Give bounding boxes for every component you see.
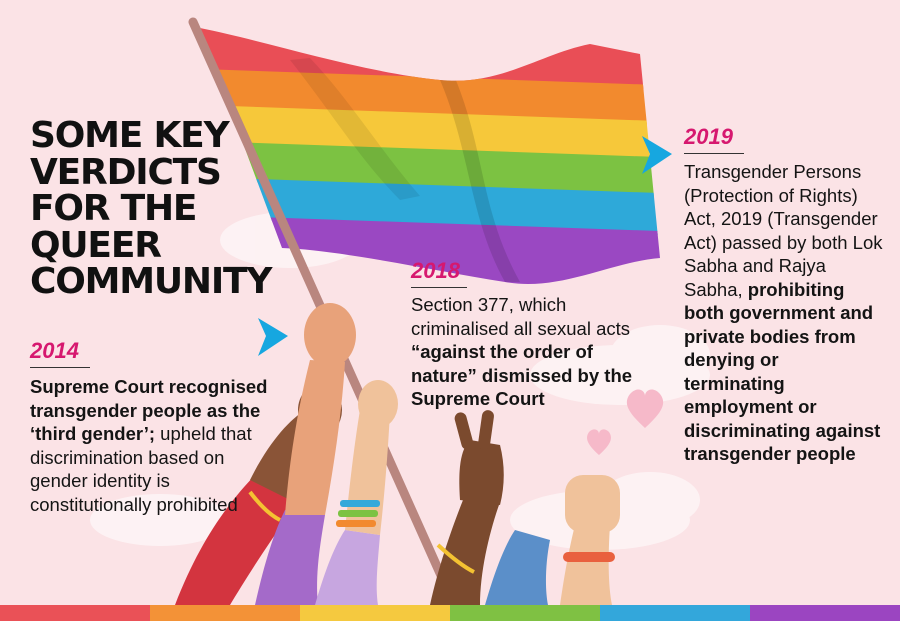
raised-hands bbox=[175, 303, 620, 605]
heart-icon bbox=[587, 429, 611, 455]
chevron-right-icon bbox=[642, 136, 672, 174]
verdict-2014-bold: Supreme Court recognised transgender peo… bbox=[30, 376, 268, 444]
heart-icon bbox=[626, 389, 664, 428]
title-line: SOME KEY bbox=[30, 115, 230, 156]
verdict-2018-bold: “against the order of nature” dismissed … bbox=[411, 341, 633, 409]
verdict-2014-text: Supreme Court recognised transgender peo… bbox=[30, 375, 280, 516]
stripe-segment bbox=[0, 605, 150, 621]
title-line: COMMUNITY bbox=[30, 261, 272, 302]
stripe-segment bbox=[750, 605, 900, 621]
title-line: FOR THE bbox=[30, 188, 198, 229]
year-2014-heading: 2014 bbox=[30, 338, 90, 368]
title-line: VERDICTS bbox=[30, 151, 222, 193]
year-2018-heading: 2018 bbox=[411, 258, 467, 288]
stripe-segment bbox=[300, 605, 450, 621]
page-title: SOME KEY VERDICTS FOR THE QUEER COMMUNIT… bbox=[30, 115, 290, 302]
verdict-2019-bold: prohibiting both government and private … bbox=[684, 278, 881, 465]
stripe-segment bbox=[600, 605, 750, 621]
stripe-segment bbox=[150, 605, 300, 621]
year-2019-heading: 2019 bbox=[684, 124, 744, 154]
rainbow-flag bbox=[200, 28, 660, 285]
stripe-segment bbox=[450, 605, 600, 621]
verdict-2018-regular: Section 377, which criminalised all sexu… bbox=[411, 294, 631, 339]
verdict-2019-text: Transgender Persons (Protection of Right… bbox=[684, 160, 884, 466]
verdict-2014-regular: upheld that discrimination based on gend… bbox=[30, 423, 252, 515]
verdict-2018-text: Section 377, which criminalised all sexu… bbox=[411, 293, 651, 411]
chevron-right-icon bbox=[258, 318, 288, 356]
verdict-2019-regular: Transgender Persons (Protection of Right… bbox=[684, 161, 883, 300]
rainbow-bottom-stripe bbox=[0, 605, 900, 621]
title-line: QUEER bbox=[30, 224, 162, 266]
